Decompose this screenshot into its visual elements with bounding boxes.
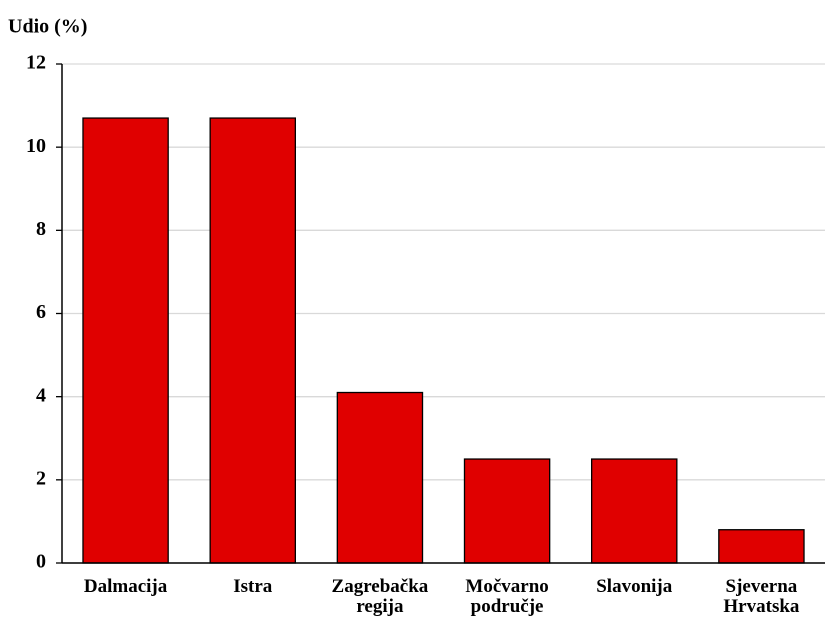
y-tick-label: 10 xyxy=(26,135,46,157)
y-tick-label: 0 xyxy=(36,551,46,573)
y-tick-label: 4 xyxy=(36,384,46,406)
x-tick-label: Dalmacija xyxy=(83,576,168,597)
y-tick-label: 8 xyxy=(36,218,46,240)
bar xyxy=(718,529,805,564)
bar xyxy=(209,117,297,564)
y-axis-label: Udio (%) xyxy=(8,16,87,38)
y-tick-label: 12 xyxy=(26,52,46,74)
bar xyxy=(590,458,678,564)
y-tick-label: 6 xyxy=(36,301,46,323)
bar xyxy=(463,458,551,564)
x-tick-label: Močvarno područje xyxy=(465,576,549,617)
x-tick-label: Zagrebačka regija xyxy=(331,576,429,617)
x-tick-label: Slavonija xyxy=(596,576,673,597)
x-tick-label: Istra xyxy=(233,576,273,597)
bar xyxy=(82,117,169,564)
x-tick-label: Sjeverna Hrvatska xyxy=(723,576,800,617)
bar xyxy=(336,391,424,564)
y-tick-label: 2 xyxy=(36,467,46,489)
